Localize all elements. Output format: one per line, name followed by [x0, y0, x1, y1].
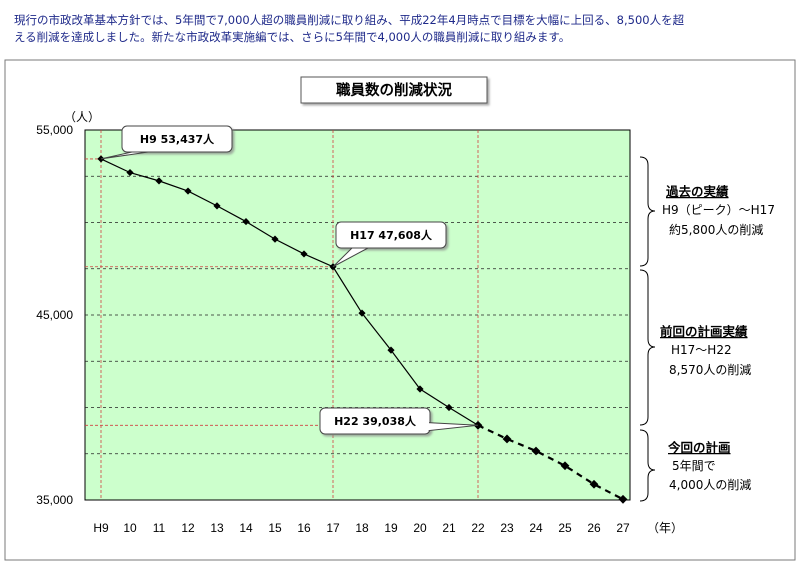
x-tick-label: 15	[268, 521, 282, 535]
x-axis-ticks: H9 10 11 12 13 14 15 16 17 18 19 20 21 22 23 24 25 26 27	[93, 521, 630, 535]
y-axis-label: （人）	[64, 110, 100, 124]
side-note-line: 約5,800人の削減	[669, 222, 763, 237]
y-tick-label: 55,000	[36, 123, 73, 137]
x-tick-label: 12	[181, 521, 195, 535]
callout: H17 47,608人	[332, 221, 447, 268]
callout-mask	[321, 409, 429, 433]
plan-data-point	[531, 446, 541, 456]
x-tick-label: 10	[123, 521, 137, 535]
actual-series-line	[100, 158, 479, 426]
side-note-line: H9（ピーク）～H17	[662, 203, 775, 217]
x-tick-label: 21	[442, 521, 456, 535]
chart-title-box: 職員数の削減状況	[300, 76, 488, 104]
callout: H22 39,038人	[319, 407, 479, 435]
side-note-line: 4,000人の削減	[669, 477, 751, 492]
actual-data-point	[445, 403, 453, 412]
x-tick-label: 24	[529, 521, 543, 535]
x-tick-label: 27	[616, 521, 630, 535]
x-tick-label: 16	[297, 521, 311, 535]
callout: H9 53,437人	[100, 125, 233, 160]
side-note-line: H17～H22	[671, 343, 732, 357]
brace-previous	[639, 269, 656, 426]
side-note-past: 過去の実績 H9（ピーク）～H17 約5,800人の削減	[662, 184, 775, 237]
x-tick-label: 22	[471, 521, 485, 535]
x-tick-label: 18	[355, 521, 369, 535]
y-tick-label: 35,000	[36, 493, 73, 507]
callout-label: H9 53,437人	[140, 132, 215, 146]
plan-data-point	[618, 494, 628, 504]
plan-data-point	[502, 434, 512, 444]
plan-data-point	[560, 461, 570, 471]
side-note-line: 5年間で	[672, 459, 716, 473]
x-tick-label: 19	[384, 521, 398, 535]
actual-data-point	[416, 385, 424, 393]
side-note-heading: 過去の実績	[665, 184, 729, 199]
x-tick-label: 20	[413, 521, 427, 535]
x-tick-label: 11	[153, 521, 166, 535]
x-tick-label: 25	[558, 521, 572, 535]
intro-text: 現行の市政改革基本方針では、5年間で7,000人超の職員削減に取り組み、平成22…	[14, 12, 786, 46]
x-tick-label: 13	[210, 521, 224, 535]
y-tick-label: 45,000	[36, 308, 73, 322]
chart-title: 職員数の削減状況	[336, 81, 452, 99]
actual-data-point	[155, 177, 163, 185]
x-tick-label: 23	[500, 521, 514, 535]
actual-data-point	[358, 309, 366, 317]
actual-data-point	[271, 235, 279, 243]
actual-data-point	[213, 202, 221, 210]
intro-line-1: 現行の市政改革基本方針では、5年間で7,000人超の職員削減に取り組み、平成22…	[14, 13, 685, 27]
x-tick-label: H9	[93, 521, 109, 535]
callout-pointer	[332, 247, 369, 268]
side-note-heading: 前回の計画実績	[660, 324, 748, 339]
actual-data-point	[126, 168, 134, 177]
y-axis-ticks: 35,000 45,000 55,000	[36, 123, 73, 507]
callout-label: H17 47,608人	[350, 228, 433, 242]
actual-data-point	[387, 346, 395, 354]
plan-series-line	[477, 424, 624, 501]
callout-pointer	[100, 151, 149, 160]
actual-data-point	[184, 187, 192, 195]
side-note-current: 今回の計画 5年間で 4,000人の削減	[667, 440, 751, 492]
brace-current	[639, 429, 656, 502]
series-group	[97, 155, 628, 504]
actual-data-point	[300, 250, 308, 258]
side-braces	[639, 156, 656, 502]
brace-past	[639, 156, 656, 267]
actual-data-point	[242, 217, 250, 226]
side-note-heading: 今回の計画	[667, 440, 731, 455]
x-tick-label: 14	[239, 521, 253, 535]
x-tick-label: 17	[326, 521, 340, 535]
side-note-previous: 前回の計画実績 H17～H22 8,570人の削減	[660, 324, 751, 377]
plan-data-point	[589, 479, 599, 489]
callout-group: H9 53,437人 H17 47,608人 H22 39,038人	[100, 125, 479, 435]
intro-line-2: える削減を達成しました。新たな市政改革実施編では、さらに5年間で4,000人の職…	[14, 30, 571, 44]
callout-mask	[123, 127, 231, 151]
callout-label: H22 39,038人	[334, 414, 417, 428]
x-tick-label: 26	[587, 521, 601, 535]
side-note-line: 8,570人の削減	[669, 362, 751, 377]
callout-mask	[337, 223, 445, 247]
x-axis-label: （年）	[647, 521, 683, 535]
